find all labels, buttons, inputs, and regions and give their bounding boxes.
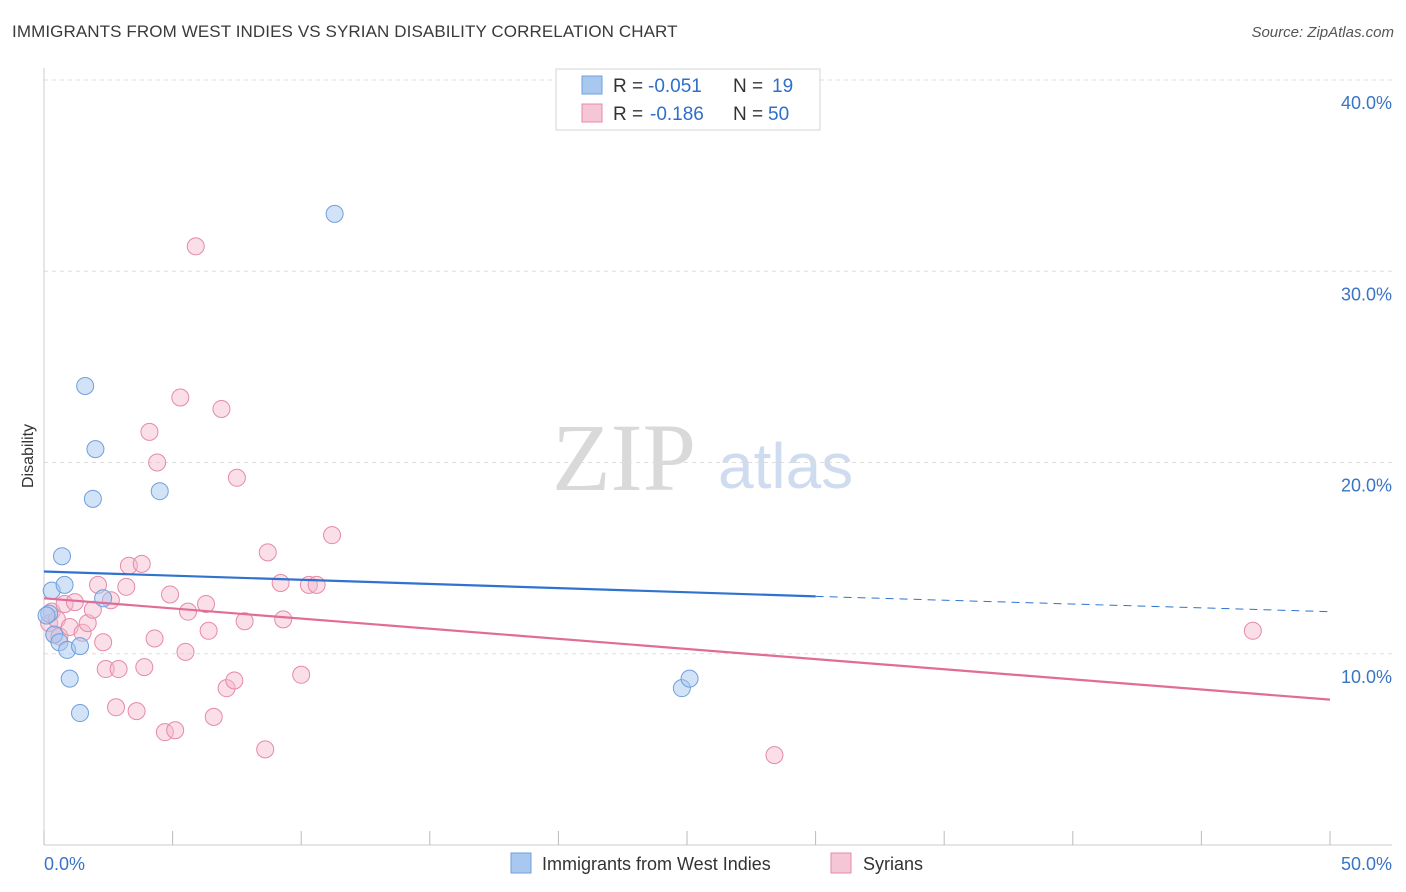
- y-axis-title: Disability: [20, 424, 37, 488]
- syrians-trendline: [43, 597, 1331, 701]
- west-indies-point: [86, 440, 105, 459]
- source-label: Source: ZipAtlas.com: [1251, 24, 1394, 41]
- syrians-point: [140, 422, 159, 441]
- syrians-point: [179, 602, 198, 621]
- syrians-point: [204, 707, 223, 726]
- y-tick-label: 30.0%: [1341, 284, 1392, 304]
- legend-r-value-1: -0.051: [648, 76, 702, 97]
- legend-r-label-2: R =: [613, 104, 643, 125]
- legend-n-value-1: 19: [772, 76, 793, 97]
- syrians-point: [107, 698, 126, 717]
- y-tick-label: 40.0%: [1341, 93, 1392, 113]
- syrians-point: [78, 614, 97, 633]
- syrians-point: [1243, 621, 1262, 640]
- syrians-point: [212, 399, 231, 418]
- syrians-point: [227, 468, 246, 487]
- west-indies-point: [76, 377, 95, 395]
- syrians-point: [292, 665, 311, 684]
- west-indies-point: [71, 637, 90, 656]
- syrians-point: [274, 610, 293, 629]
- syrians-point: [96, 660, 115, 679]
- legend-swatch-pink: [581, 103, 603, 123]
- west-indies-point: [55, 575, 74, 594]
- syrians-point: [109, 660, 128, 679]
- syrians-point: [132, 554, 151, 573]
- bottom-legend: Immigrants from West Indies Syrians: [510, 852, 923, 874]
- syrians-point: [135, 658, 154, 677]
- west-indies-point: [53, 547, 72, 566]
- chart-title: IMMIGRANTS FROM WEST INDIES VS SYRIAN DI…: [12, 22, 678, 41]
- syrians-point: [145, 629, 164, 648]
- legend-n-label-1: N =: [733, 76, 763, 97]
- legend-n-label-2: N =: [733, 104, 763, 125]
- syrians-point: [307, 575, 326, 594]
- top-legend: R = -0.051 N = 19 R = -0.186 N = 50: [555, 68, 821, 131]
- syrians-point: [117, 577, 136, 596]
- legend-n-value-2: 50: [768, 104, 789, 125]
- gridlines: [44, 79, 1392, 655]
- syrians-point: [197, 595, 216, 614]
- syrians-point: [258, 543, 277, 562]
- west-indies-point: [325, 204, 344, 223]
- west-indies-point: [150, 482, 169, 501]
- syrians-point: [235, 612, 254, 631]
- syrians-point: [161, 585, 180, 604]
- syrians-point: [171, 388, 190, 407]
- west-indies-point: [60, 669, 79, 688]
- west-indies-point: [83, 489, 102, 508]
- syrians-point: [94, 633, 113, 652]
- bottom-legend-swatch-blue: [510, 852, 532, 874]
- axes: [43, 68, 1392, 846]
- west-indies-trendline-extrapolated: [815, 595, 1331, 613]
- x-tick-label-min: 0.0%: [44, 854, 85, 874]
- west-indies-point: [71, 704, 90, 723]
- syrians-point: [186, 237, 205, 256]
- syrians-point: [127, 702, 146, 721]
- bottom-legend-swatch-pink: [830, 852, 852, 874]
- syrians-point: [256, 740, 275, 759]
- west-indies-points: [37, 204, 699, 723]
- x-ticks: [43, 831, 1331, 845]
- y-tick-labels: 10.0% 20.0% 30.0% 40.0%: [1341, 93, 1392, 687]
- syrians-point: [225, 671, 244, 690]
- west-indies-point: [680, 669, 699, 688]
- legend-r-value-2: -0.186: [650, 104, 704, 125]
- bottom-legend-label-west-indies: Immigrants from West Indies: [542, 854, 771, 874]
- legend-r-label-1: R =: [613, 76, 643, 97]
- bottom-legend-label-syrians: Syrians: [863, 854, 923, 874]
- trendlines: [43, 570, 1331, 701]
- watermark-atlas: atlas: [718, 430, 853, 502]
- west-indies-point: [37, 606, 56, 625]
- syrians-point: [765, 746, 784, 765]
- y-tick-label: 20.0%: [1341, 476, 1392, 496]
- watermark-zip: ZIP: [552, 404, 696, 511]
- west-indies-trendline: [43, 570, 816, 598]
- x-tick-label-max: 50.0%: [1341, 854, 1392, 874]
- syrians-point: [271, 573, 290, 592]
- syrians-point: [176, 642, 195, 661]
- syrians-point: [148, 453, 167, 472]
- syrians-point: [323, 526, 342, 545]
- syrians-point: [199, 621, 218, 640]
- y-tick-label: 10.0%: [1341, 667, 1392, 687]
- legend-swatch-blue: [581, 75, 603, 95]
- syrians-point: [217, 679, 236, 698]
- syrians-point: [166, 721, 185, 740]
